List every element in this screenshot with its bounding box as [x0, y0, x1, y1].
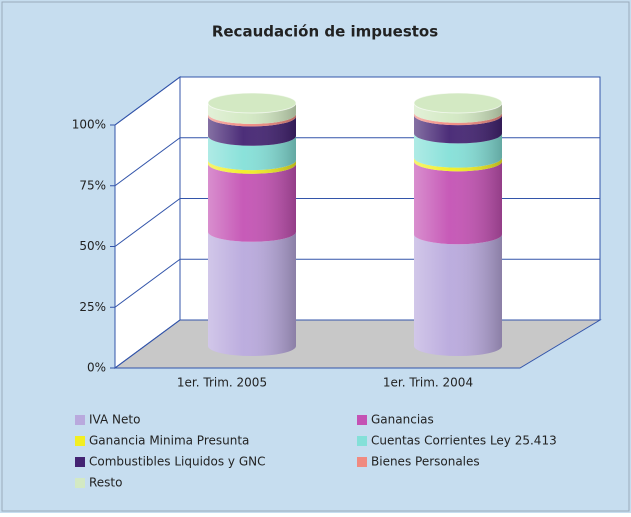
cylinder-top	[207, 92, 297, 114]
legend-swatch	[357, 457, 367, 467]
x-tick-label: 1er. Trim. 2005	[177, 376, 267, 390]
segment-shade	[208, 160, 296, 174]
grid-line	[114, 76, 600, 126]
segment-shade	[208, 135, 296, 171]
segment-shade	[414, 103, 502, 123]
segment-shade	[208, 231, 296, 356]
y-tick-label: 75%	[79, 178, 106, 192]
segment-shade	[414, 157, 502, 172]
segment-shade	[414, 161, 502, 245]
legend-swatch	[75, 478, 85, 488]
legend-swatch	[75, 415, 85, 425]
legend-label: Ganancias	[371, 413, 434, 427]
segment-shade	[208, 113, 296, 127]
floor	[113, 319, 602, 369]
segment-shade	[414, 133, 502, 168]
legend-label: Ganancia Minima Presunta	[89, 434, 249, 448]
y-tick-label: 50%	[79, 239, 106, 253]
segment-shade	[414, 112, 502, 126]
legend-swatch	[75, 457, 85, 467]
segment-shade	[414, 234, 502, 356]
chart-title: Recaudación de impuestos	[212, 23, 438, 41]
segment-shade	[208, 116, 296, 146]
x-tick-label: 1er. Trim. 2004	[383, 376, 473, 390]
legend-label: IVA Neto	[89, 413, 140, 427]
legend-label: Combustibles Liquidos y GNC	[89, 455, 266, 469]
y-tick-label: 0%	[87, 361, 106, 375]
legend-swatch	[75, 436, 85, 446]
legend-swatch	[357, 415, 367, 425]
cylinder-top	[413, 92, 503, 114]
segment-shade	[208, 163, 296, 242]
legend-label: Cuentas Corrientes Ley 25.413	[371, 434, 557, 448]
legend-swatch	[357, 436, 367, 446]
segment-shade	[414, 115, 502, 144]
y-tick-label: 100%	[72, 118, 106, 132]
y-tick-label: 25%	[79, 300, 106, 314]
legend-label: Resto	[89, 476, 122, 490]
legend-label: Bienes Personales	[371, 455, 480, 469]
